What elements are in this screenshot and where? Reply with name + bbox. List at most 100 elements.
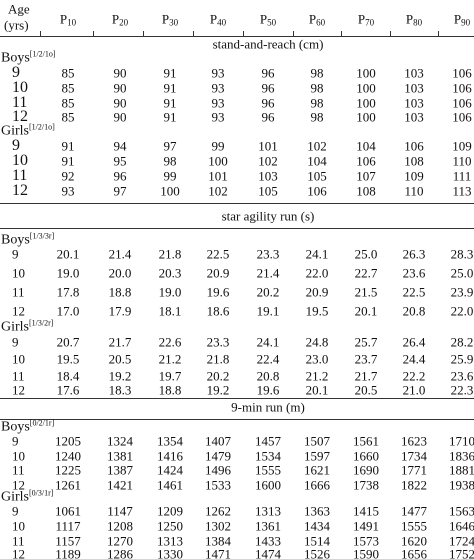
value-cell: 1117: [55, 518, 81, 534]
value-cell: 106: [452, 95, 472, 111]
value-cell: 1514: [304, 533, 330, 549]
value-cell: 1061: [55, 503, 81, 519]
value-cell: 1563: [449, 503, 474, 519]
value-cell: 23.7: [354, 351, 378, 367]
value-cell: 20.1: [305, 382, 329, 398]
value-cell: 20.8: [256, 368, 280, 384]
value-cell: 103: [404, 95, 424, 111]
value-cell: 17.8: [56, 284, 80, 300]
value-cell: 108: [356, 183, 376, 199]
value-cell: 1771: [401, 462, 427, 478]
value-cell: 106: [404, 138, 424, 154]
value-cell: 100: [356, 95, 376, 111]
value-cell: 91: [163, 95, 177, 111]
group-name: Boys: [1, 419, 30, 435]
value-cell: 90: [113, 65, 127, 81]
value-cell: 90: [113, 109, 127, 125]
value-cell: 22.6: [158, 334, 182, 350]
column-tick: [143, 31, 144, 36]
value-cell: 26.4: [402, 334, 426, 350]
column-tick: [390, 31, 391, 36]
value-cell: 85: [61, 95, 75, 111]
value-cell: 93: [61, 183, 75, 199]
value-cell: 20.1: [354, 303, 378, 319]
value-cell: 19.7: [158, 368, 182, 384]
value-cell: 103: [404, 80, 424, 96]
value-cell: 98: [310, 65, 324, 81]
value-cell: 23.0: [305, 351, 329, 367]
value-cell: 99: [211, 138, 225, 154]
value-cell: 23.3: [206, 334, 230, 350]
value-cell: 101: [258, 138, 278, 154]
value-cell: 103: [404, 109, 424, 125]
value-cell: 28.3: [450, 246, 474, 262]
group-label: Girls[0/3/1r]: [1, 488, 54, 505]
age-cell: 11: [12, 284, 25, 300]
value-cell: 104: [307, 153, 327, 169]
column-sub: 30: [169, 17, 179, 28]
value-cell: 24.8: [305, 334, 329, 350]
group-code: [1/3/3r]: [29, 231, 55, 241]
column-base: P: [161, 11, 170, 27]
value-cell: 1734: [401, 448, 427, 464]
value-cell: 1209: [157, 503, 183, 519]
value-cell: 19.2: [108, 368, 132, 384]
value-cell: 18.1: [158, 303, 182, 319]
value-cell: 100: [208, 153, 228, 169]
value-cell: 17.0: [56, 303, 80, 319]
value-cell: 20.7: [56, 334, 80, 350]
value-cell: 1710: [449, 433, 474, 449]
group-code: [0/3/1r]: [29, 488, 54, 498]
value-cell: 94: [113, 138, 127, 154]
value-cell: 1656: [401, 546, 427, 559]
value-cell: 98: [310, 95, 324, 111]
age-header: Age: [8, 1, 30, 17]
column-header: P30: [162, 13, 178, 28]
value-cell: 108: [404, 153, 424, 169]
value-cell: 107: [356, 168, 376, 184]
value-cell: 91: [61, 153, 75, 169]
value-cell: 23.6: [450, 368, 474, 384]
value-cell: 1477: [401, 503, 427, 519]
value-cell: 25.0: [354, 246, 378, 262]
group-label: Boys[1/2/1o]: [1, 50, 56, 66]
value-cell: 1621: [304, 462, 330, 478]
value-cell: 1590: [353, 546, 379, 559]
value-cell: 102: [307, 138, 327, 154]
value-cell: 97: [163, 138, 177, 154]
value-cell: 1330: [157, 546, 183, 559]
value-cell: 100: [356, 65, 376, 81]
column-tick: [243, 31, 244, 36]
column-header: P20: [112, 13, 128, 28]
age-unit-header: (yrs): [4, 17, 29, 33]
group-label: Girls[1/3/2r]: [1, 318, 54, 335]
column-tick: [293, 31, 294, 36]
value-cell: 21.4: [256, 265, 280, 281]
value-cell: 20.1: [56, 246, 80, 262]
value-cell: 92: [61, 168, 75, 184]
group-name: Boys: [1, 232, 30, 248]
rule: [0, 36, 474, 37]
value-cell: 1225: [55, 462, 81, 478]
age-cell: 9: [12, 503, 19, 519]
value-cell: 1286: [107, 546, 133, 559]
value-cell: 18.8: [108, 284, 132, 300]
age-cell: 11: [12, 462, 25, 478]
value-cell: 21.2: [305, 368, 329, 384]
column-sub: 60: [316, 17, 326, 28]
column-base: P: [308, 11, 317, 27]
group-name: Girls: [1, 123, 29, 139]
value-cell: 1302: [205, 518, 231, 534]
value-cell: 113: [452, 183, 472, 199]
age-cell: 9: [12, 246, 19, 262]
value-cell: 95: [113, 153, 127, 169]
group-code: [1/3/2r]: [29, 318, 54, 328]
column-sub: 40: [217, 17, 227, 28]
value-cell: 91: [163, 109, 177, 125]
column-base: P: [259, 11, 268, 27]
value-cell: 22.2: [402, 368, 426, 384]
value-cell: 109: [404, 168, 424, 184]
value-cell: 23.3: [256, 246, 280, 262]
value-cell: 102: [258, 153, 278, 169]
value-cell: 1363: [304, 503, 330, 519]
